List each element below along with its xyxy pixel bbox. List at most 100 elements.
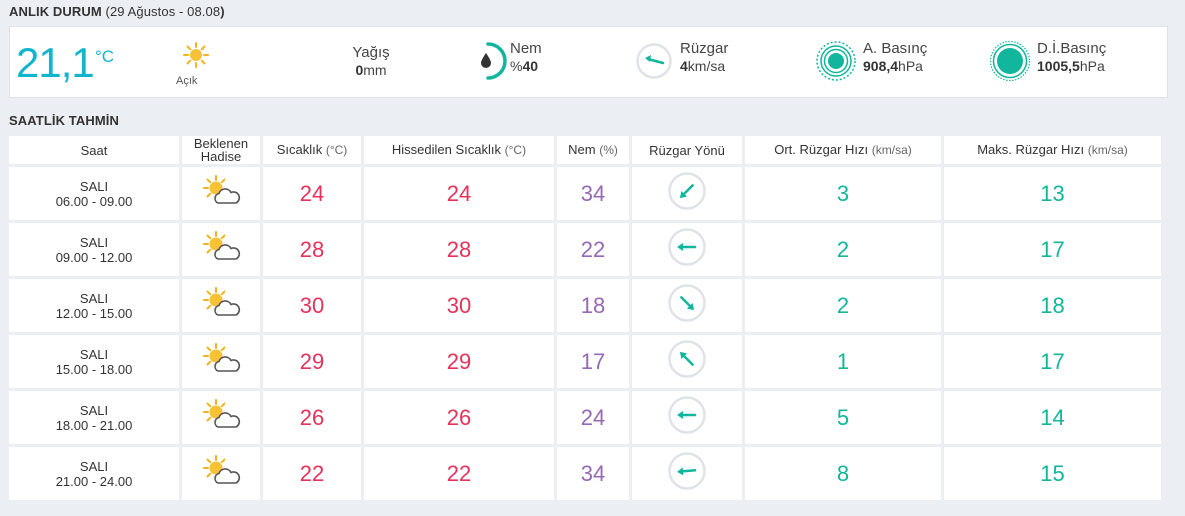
current-date: 29 Ağustos - 08.08 [109, 4, 221, 19]
row-day: SALI [79, 178, 109, 194]
header-time: Saat [9, 136, 179, 164]
partly-cloudy-icon [201, 231, 241, 268]
row-feels-like: 22 [364, 447, 554, 500]
humidity-label: Nem [510, 40, 542, 57]
partly-cloudy-icon [201, 175, 241, 212]
sea-level-pressure-block: D.İ.Basınç 1005,5hPa [1037, 40, 1106, 75]
wind-label: Rüzgar [680, 40, 729, 57]
partly-cloudy-icon [201, 455, 241, 492]
row-event [182, 279, 260, 332]
row-feels-like: 29 [364, 335, 554, 388]
row-time: SALI 15.00 - 18.00 [9, 335, 179, 388]
row-event [182, 447, 260, 500]
sun-icon [182, 41, 210, 74]
humidity-block: Nem %40 [510, 40, 542, 74]
header-avg-wind: Ort. Rüzgar Hızı (km/sa) [745, 136, 941, 164]
table-header-row: Saat Beklenen Hadise Sıcaklık (°C) Hissed… [9, 136, 1161, 164]
wind-block: Rüzgar 4km/sa [680, 40, 728, 75]
partly-cloudy-icon [201, 287, 241, 324]
temperature-unit: °C [95, 47, 115, 66]
row-max-wind: 15 [944, 447, 1161, 500]
hourly-table-body: SALI 06.00 - 09.00 24 24 34 3 13 SALI 09.00 - 12… [9, 167, 1161, 500]
header-temperature: Sıcaklık (°C) [263, 136, 361, 164]
row-wind-direction [632, 167, 742, 220]
row-wind-direction [632, 391, 742, 444]
table-row: SALI 09.00 - 12.00 28 28 22 2 17 [9, 223, 1161, 276]
table-row: SALI 06.00 - 09.00 24 24 34 3 13 [9, 167, 1161, 220]
row-avg-wind: 2 [745, 223, 941, 276]
row-wind-direction [632, 279, 742, 332]
row-event [182, 223, 260, 276]
pressure-label: A. Basınç [863, 40, 928, 57]
rain-block: Yağış 0mm [346, 44, 396, 79]
row-wind-direction [632, 335, 742, 388]
sea-level-pressure-unit: hPa [1079, 58, 1105, 74]
partly-cloudy-icon [201, 399, 241, 436]
pressure-block: A. Basınç 908,4hPa [863, 40, 927, 75]
row-feels-like: 30 [364, 279, 554, 332]
header-wind-direction: Rüzgar Yönü [632, 136, 742, 164]
pressure-unit: hPa [898, 58, 923, 74]
current-temperature: 21,1 [16, 39, 95, 86]
row-max-wind: 17 [944, 335, 1161, 388]
row-avg-wind: 5 [745, 391, 941, 444]
rain-value: 0 [355, 62, 364, 78]
row-wind-direction [632, 223, 742, 276]
header-humidity: Nem (%) [557, 136, 629, 164]
current-conditions-panel: 21,1 °C Açık Yağış 0mm Nem %40 [9, 26, 1168, 98]
row-day: SALI [79, 234, 109, 250]
pressure-icon [815, 40, 857, 87]
wind-arrow-icon [667, 172, 707, 215]
row-temperature: 29 [263, 335, 361, 388]
row-humidity: 34 [557, 167, 629, 220]
row-feels-like: 26 [364, 391, 554, 444]
row-humidity: 34 [557, 447, 629, 500]
row-day: SALI [79, 346, 109, 362]
row-day: SALI [79, 458, 109, 474]
row-temperature: 22 [263, 447, 361, 500]
row-time-range: 09.00 - 12.00 [55, 249, 133, 265]
wind-arrow-icon [667, 452, 707, 495]
row-feels-like: 28 [364, 223, 554, 276]
row-time-range: 15.00 - 18.00 [55, 361, 133, 377]
sea-level-pressure-label: D.İ.Basınç [1037, 40, 1107, 57]
row-time: SALI 21.00 - 24.00 [9, 447, 179, 500]
header-max-wind: Maks. Rüzgar Hızı (km/sa) [944, 136, 1161, 164]
row-time-range: 06.00 - 09.00 [55, 193, 133, 209]
row-temperature: 24 [263, 167, 361, 220]
table-row: SALI 21.00 - 24.00 22 22 34 8 15 [9, 447, 1161, 500]
row-time-range: 12.00 - 15.00 [55, 305, 133, 321]
header-event: Beklenen Hadise [182, 136, 260, 164]
row-humidity: 24 [557, 391, 629, 444]
row-wind-direction [632, 447, 742, 500]
hourly-forecast-table: Saat Beklenen Hadise Sıcaklık (°C) Hissed… [6, 133, 1164, 503]
pressure-value: 908,4 [863, 58, 899, 74]
row-time-range: 21.00 - 24.00 [55, 473, 133, 489]
row-max-wind: 14 [944, 391, 1161, 444]
wind-direction-icon [635, 41, 673, 86]
row-humidity: 22 [557, 223, 629, 276]
row-avg-wind: 8 [745, 447, 941, 500]
row-day: SALI [79, 290, 109, 306]
table-row: SALI 12.00 - 15.00 30 30 18 2 18 [9, 279, 1161, 332]
header-feels-like: Hissedilen Sıcaklık (°C) [364, 136, 554, 164]
row-time: SALI 06.00 - 09.00 [9, 167, 179, 220]
table-row: SALI 18.00 - 21.00 26 26 24 5 14 [9, 391, 1161, 444]
row-time: SALI 09.00 - 12.00 [9, 223, 179, 276]
humidity-drop-icon [478, 41, 514, 86]
row-avg-wind: 1 [745, 335, 941, 388]
row-feels-like: 24 [364, 167, 554, 220]
wind-unit: km/sa [687, 58, 726, 74]
rain-unit: mm [363, 62, 387, 78]
wind-arrow-icon [667, 284, 707, 327]
wind-value: 4 [680, 58, 688, 74]
row-temperature: 28 [263, 223, 361, 276]
wind-arrow-icon [667, 228, 707, 271]
row-time: SALI 12.00 - 15.00 [9, 279, 179, 332]
current-conditions-title: ANLIK DURUM (29 Ağustos - 08.08) [9, 4, 225, 19]
row-temperature: 30 [263, 279, 361, 332]
row-humidity: 18 [557, 279, 629, 332]
row-avg-wind: 3 [745, 167, 941, 220]
table-row: SALI 15.00 - 18.00 29 29 17 1 17 [9, 335, 1161, 388]
row-humidity: 17 [557, 335, 629, 388]
